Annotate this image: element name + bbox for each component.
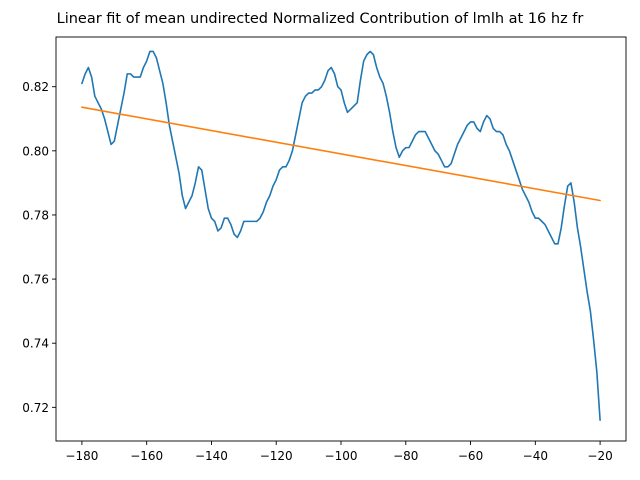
series-layer bbox=[81, 50, 601, 421]
x-tick-label: −20 bbox=[587, 449, 612, 463]
chart-title: Linear fit of mean undirected Normalized… bbox=[57, 11, 584, 27]
y-tick-label: 0.82 bbox=[22, 80, 49, 94]
series-line-1 bbox=[81, 50, 601, 421]
x-tick-label: −180 bbox=[65, 449, 98, 463]
x-tick-label: −80 bbox=[393, 449, 418, 463]
y-tick-label: 0.72 bbox=[22, 401, 49, 415]
x-tick-label: −40 bbox=[523, 449, 548, 463]
x-tick-label: −60 bbox=[458, 449, 483, 463]
y-tick-label: 0.74 bbox=[22, 337, 49, 351]
series-line-2 bbox=[81, 106, 601, 202]
y-tick-label: 0.80 bbox=[22, 144, 49, 158]
x-tick-label: −140 bbox=[195, 449, 228, 463]
plot-background bbox=[56, 37, 626, 441]
x-tick-label: −100 bbox=[325, 449, 358, 463]
y-tick-label: 0.78 bbox=[22, 208, 49, 222]
axes-layer: −180 −160 −140 −120 −100 −80 −60 −40 −20 0.72 0.74… bbox=[22, 36, 627, 463]
x-tick-label: −160 bbox=[130, 449, 163, 463]
plot-area bbox=[56, 37, 626, 441]
x-tick-label: −120 bbox=[260, 449, 293, 463]
y-tick-label: 0.76 bbox=[22, 273, 49, 287]
